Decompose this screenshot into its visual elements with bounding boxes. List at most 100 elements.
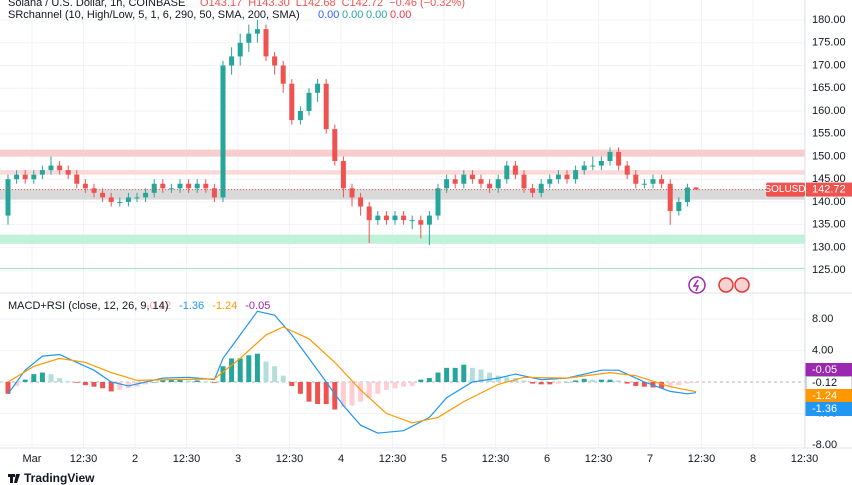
macd-header-value: -1.36 bbox=[179, 300, 204, 312]
ohlc-value: L142.68 bbox=[296, 0, 336, 9]
histogram-bar bbox=[22, 379, 28, 382]
macd-last-label: -0.05 bbox=[812, 364, 837, 376]
candle-body bbox=[168, 188, 174, 190]
candle-body bbox=[229, 56, 235, 66]
histogram-bar bbox=[366, 382, 372, 398]
symbol-label: SOLUSD bbox=[764, 184, 805, 195]
candle-body bbox=[452, 179, 458, 184]
histogram-bar bbox=[65, 381, 71, 382]
candle-body bbox=[598, 161, 604, 166]
candle-body bbox=[495, 179, 501, 189]
histogram-bar bbox=[48, 374, 54, 382]
y-tick-label: -8.00 bbox=[812, 439, 837, 451]
histogram-bar bbox=[495, 375, 501, 382]
icon[interactable] bbox=[718, 277, 734, 293]
histogram-bar bbox=[598, 379, 604, 382]
candle-body bbox=[693, 187, 699, 190]
candle-body bbox=[581, 165, 587, 171]
candle-body bbox=[100, 192, 106, 198]
logo bbox=[8, 474, 20, 483]
x-tick-label: 5 bbox=[441, 453, 447, 465]
candle-body bbox=[306, 92, 312, 111]
y-tick-label: 4.00 bbox=[812, 344, 833, 356]
y-tick-label: 150.00 bbox=[812, 150, 846, 162]
sr-zone bbox=[0, 149, 805, 157]
y-tick-label: 130.00 bbox=[812, 241, 846, 253]
candle-body bbox=[82, 183, 88, 189]
histogram-bar bbox=[452, 367, 458, 382]
candle-body bbox=[659, 179, 665, 184]
candle-body bbox=[418, 220, 424, 225]
histogram-bar bbox=[108, 382, 114, 392]
candle-body bbox=[91, 188, 97, 193]
x-tick-label: 12:30 bbox=[482, 453, 510, 465]
candle-body bbox=[401, 215, 407, 221]
histogram-bar bbox=[538, 382, 544, 385]
macd-header-value: -0.12 bbox=[146, 300, 171, 312]
candle-body bbox=[530, 188, 536, 193]
histogram-bar bbox=[117, 382, 123, 390]
candle-body bbox=[323, 83, 329, 130]
ohlc-value: −0.46 (−0.32%) bbox=[389, 0, 465, 9]
candle-body bbox=[340, 161, 346, 189]
candle-body bbox=[573, 170, 579, 180]
histogram-bar bbox=[289, 382, 295, 386]
histogram-bar bbox=[573, 380, 579, 382]
candle-body bbox=[684, 187, 690, 202]
indicator-value: 0.00 bbox=[390, 9, 411, 21]
y-tick-label: 160.00 bbox=[812, 105, 846, 117]
chart-title: Solana / U.S. Dollar, 1h, COINBASE bbox=[8, 0, 185, 9]
histogram-bar bbox=[409, 382, 415, 386]
y-tick-label: 140.00 bbox=[812, 196, 846, 208]
icons bbox=[688, 276, 750, 294]
candle-body bbox=[5, 179, 11, 216]
histogram-bar bbox=[125, 382, 131, 389]
indicator-title: SRchannel (10, High/Low, 5, 1, 6, 290, 5… bbox=[8, 9, 300, 21]
histogram-bar bbox=[100, 382, 106, 389]
x-tick-label: 12:30 bbox=[173, 453, 201, 465]
histogram-bar bbox=[461, 364, 467, 382]
histogram-bar bbox=[564, 382, 570, 383]
candle-body bbox=[538, 183, 544, 193]
histogram-bar bbox=[469, 367, 475, 382]
histogram-bar bbox=[194, 380, 200, 382]
histogram-bar bbox=[91, 382, 97, 387]
candle-body bbox=[435, 188, 441, 216]
x-tick-label: 6 bbox=[544, 453, 550, 465]
x-tick-label: 12:30 bbox=[585, 453, 613, 465]
candle-body bbox=[14, 174, 20, 180]
histogram-bar bbox=[246, 355, 252, 382]
candle-body bbox=[650, 179, 656, 184]
candle-body bbox=[177, 183, 183, 189]
candle-body bbox=[151, 183, 157, 193]
histogram-bar bbox=[5, 382, 11, 394]
candle-body bbox=[426, 215, 432, 225]
icon[interactable] bbox=[688, 276, 706, 294]
histogram-bar bbox=[641, 382, 647, 387]
candle-body bbox=[564, 174, 570, 180]
y-tick-label: 165.00 bbox=[812, 82, 846, 94]
ohlc-value: C142.72 bbox=[342, 0, 384, 9]
symbol-label-bg bbox=[766, 182, 805, 197]
x-tick-label: 12:30 bbox=[276, 453, 304, 465]
labels: Mar 12:30 2 12:30 3 12:30 4 12:30 5 12:30 6 12:30 7 1… bbox=[23, 0, 852, 465]
macd-header-value: -1.24 bbox=[212, 300, 237, 312]
histogram-bar bbox=[14, 382, 20, 386]
histogram-bar bbox=[31, 374, 37, 382]
indicator-value: 0.00 bbox=[366, 9, 387, 21]
macd-header-value: -0.05 bbox=[245, 300, 270, 312]
zones bbox=[0, 149, 805, 269]
sr-zone bbox=[0, 189, 805, 200]
icon[interactable] bbox=[734, 277, 750, 293]
histogram-bar bbox=[211, 382, 217, 383]
histogram-bar bbox=[203, 381, 209, 382]
candle-body bbox=[667, 183, 673, 212]
x-tick-label: 12:30 bbox=[379, 453, 407, 465]
macd-last-label: -1.24 bbox=[812, 390, 837, 402]
histogram-bar bbox=[555, 382, 561, 384]
candle-body bbox=[31, 174, 37, 180]
candle-body bbox=[349, 188, 355, 198]
candle-body bbox=[297, 110, 303, 121]
histogram-bar bbox=[607, 379, 613, 382]
